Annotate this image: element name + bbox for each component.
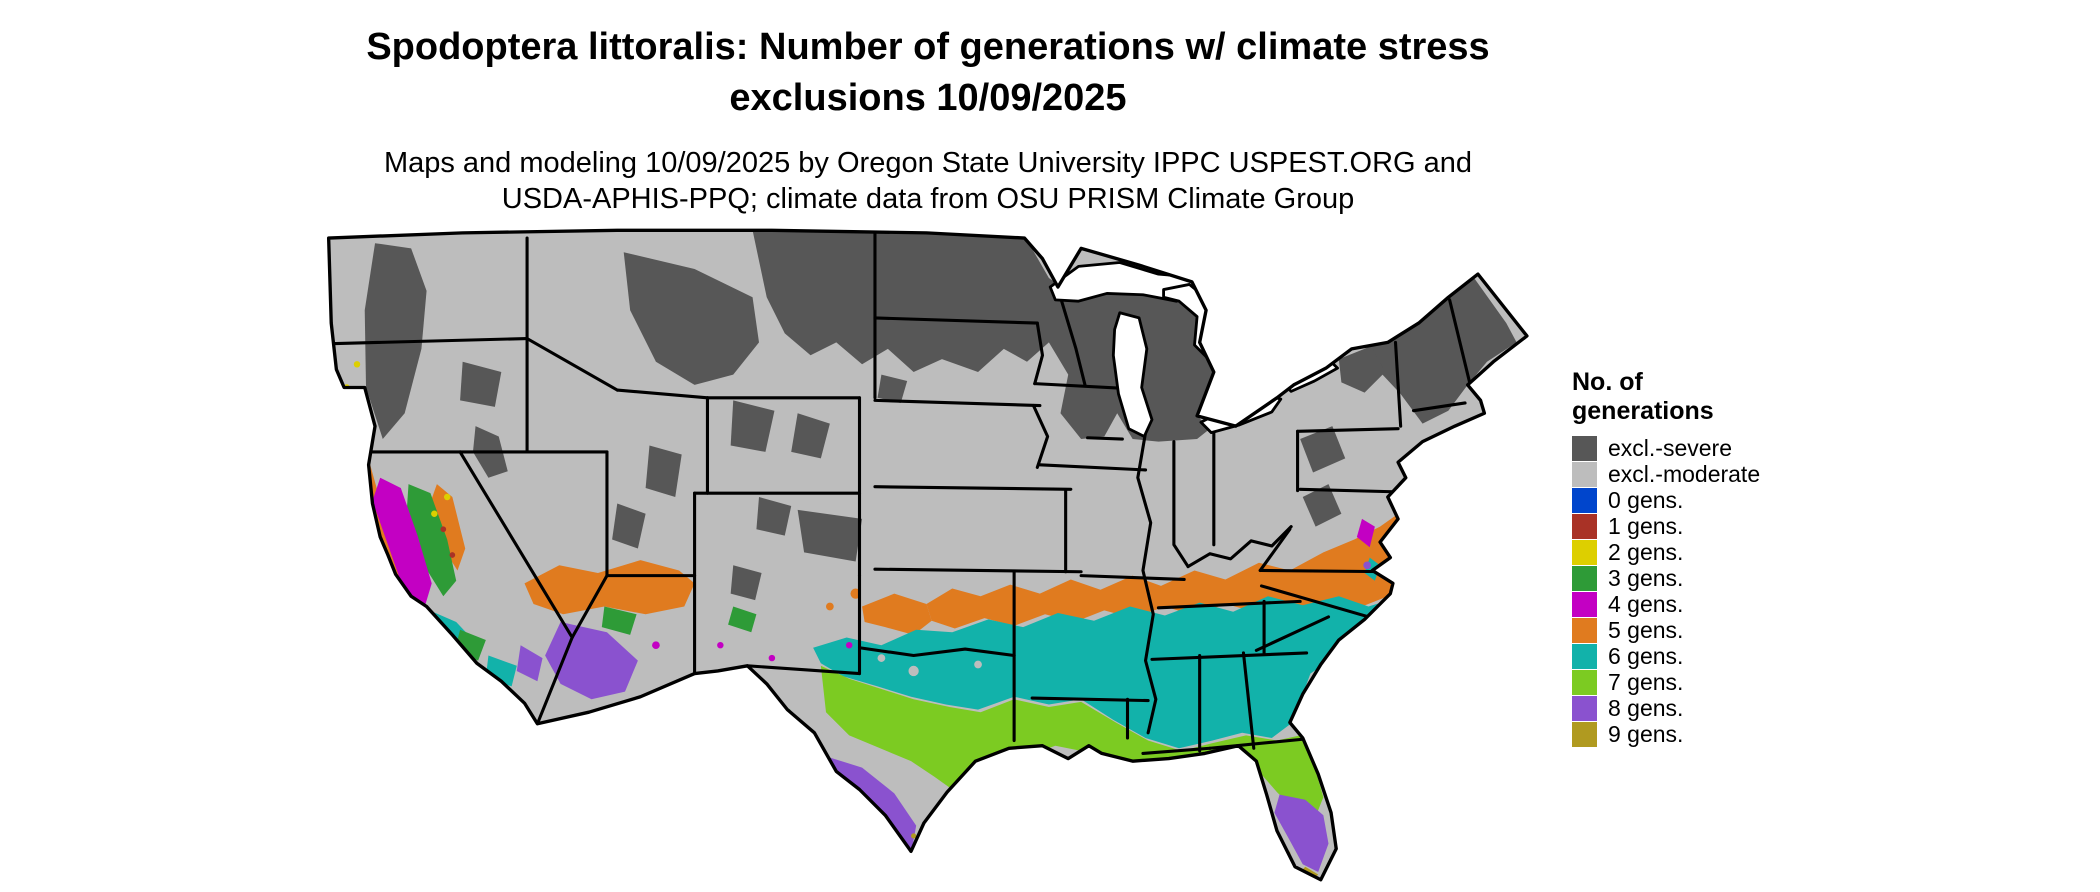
legend-swatch-gens-8 [1572,696,1597,721]
legend-swatch-gens-6 [1572,644,1597,669]
us-outline [326,228,1529,882]
legend-item-gens-3: 3 gens. [1572,565,1760,592]
legend-label-excl-severe: excl.-severe [1608,435,1732,461]
map-regions-3gens [346,413,792,717]
state-borders [329,230,1472,755]
legend-label-gens-7: 7 gens. [1608,669,1684,695]
page-subtitle-line1: Maps and modeling 10/09/2025 by Oregon S… [383,146,1473,179]
legend-item-gens-6: 6 gens. [1572,643,1760,670]
legend-item-gens-2: 2 gens. [1572,539,1760,566]
us-generations-map [326,228,1529,882]
legend-item-excl-moderate: excl.-moderate [1572,461,1761,488]
legend-title-line2: generations [1572,396,1714,425]
legend-label-gens-6: 6 gens. [1608,643,1684,669]
legend-label-gens-2: 2 gens. [1608,539,1684,565]
map-regions-1gens [440,526,456,558]
legend-swatch-gens-2 [1572,540,1597,565]
map-regions-excl-severe [364,230,1517,601]
legend: No. of generations excl.-severe excl.-mode… [1572,368,1760,748]
legend-swatch-excl-moderate [1572,462,1597,487]
legend-label-excl-moderate: excl.-moderate [1608,461,1761,487]
legend-item-excl-severe: excl.-severe [1572,435,1760,462]
legend-item-gens-4: 4 gens. [1572,591,1760,618]
legend-swatch-gens-3 [1572,566,1597,591]
page-subtitle: Maps and modeling 10/09/2025 by Oregon S… [0,145,1856,218]
legend-item-gens-8: 8 gens. [1572,695,1760,722]
legend-swatch-gens-7 [1572,670,1597,695]
legend-label-gens-9: 9 gens. [1608,721,1684,747]
legend-swatch-gens-5 [1572,618,1597,643]
legend-label-gens-0: 0 gens. [1608,487,1684,513]
page-title-line2: exclusions 10/09/2025 [729,77,1127,120]
legend-swatch-gens-9 [1572,722,1597,747]
legend-item-gens-5: 5 gens. [1572,617,1760,644]
legend-swatch-gens-1 [1572,514,1597,539]
legend-item-gens-1: 1 gens. [1572,513,1760,540]
legend-item-gens-7: 7 gens. [1572,669,1760,696]
map-regions-9gens [900,833,1319,880]
page-title-line1: Spodoptera littoralis: Number of generat… [366,26,1490,68]
lake-michigan [1111,311,1154,438]
legend-title: No. of generations [1572,368,1760,426]
page-subtitle-line2: USDA-APHIS-PPQ; climate data from OSU PR… [501,182,1355,215]
legend-swatch-gens-4 [1572,592,1597,617]
legend-item-gens-9: 9 gens. [1572,721,1760,748]
legend-label-gens-8: 8 gens. [1608,695,1684,721]
legend-title-line1: No. of [1572,368,1643,396]
legend-item-gens-0: 0 gens. [1572,487,1760,514]
legend-items: excl.-severe excl.-moderate 0 gens. 1 gens.… [1572,435,1761,748]
title-block: Spodoptera littoralis: Number of generat… [0,22,1856,217]
page-title: Spodoptera littoralis: Number of generat… [0,22,1856,125]
legend-label-gens-3: 3 gens. [1608,565,1684,591]
legend-swatch-gens-0 [1572,488,1597,513]
legend-label-gens-4: 4 gens. [1608,591,1684,617]
legend-label-gens-1: 1 gens. [1608,513,1684,539]
legend-label-gens-5: 5 gens. [1608,617,1684,643]
legend-swatch-excl-severe [1572,436,1597,461]
